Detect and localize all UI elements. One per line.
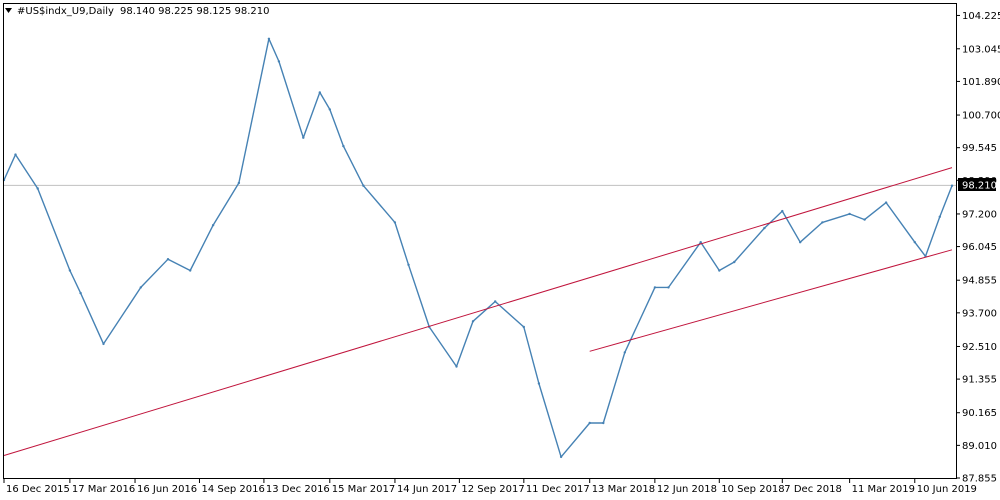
- time-tick-label: 16 Jun 2016: [137, 484, 197, 495]
- price-point: [237, 181, 241, 185]
- price-tick-label: 96.045: [962, 242, 997, 253]
- channel-line-2[interactable]: [589, 249, 953, 352]
- price-point: [277, 60, 281, 63]
- price-point: [623, 351, 626, 354]
- price-point: [189, 269, 192, 272]
- price-point: [362, 184, 365, 187]
- current-price-label-text: 98.210: [962, 181, 997, 192]
- price-point: [522, 325, 525, 329]
- time-tick-label: 17 Mar 2016: [72, 484, 135, 495]
- time-axis: 16 Dec 2015 17 Mar 2016 16 Jun 2016 14 Sep …: [3, 478, 977, 495]
- price-point: [848, 212, 851, 216]
- current-price-label-bg: [958, 178, 996, 191]
- price-point: [342, 144, 345, 148]
- price-tick-label: 103.045: [962, 44, 1000, 55]
- price-series-line: [3, 38, 953, 458]
- price-point: [950, 184, 954, 187]
- current-price-label: 98.210: [958, 178, 997, 192]
- price-point: [588, 421, 591, 425]
- symbol-title: #US$indx_U9,Daily: [17, 6, 114, 17]
- time-tick-label: 13 Dec 2016: [266, 484, 330, 495]
- time-tick-label: 14 Sep 2016: [201, 484, 264, 495]
- price-tick-label: 99.545: [962, 143, 997, 154]
- price-point: [318, 91, 321, 94]
- price-point: [302, 136, 305, 139]
- price-point: [913, 241, 916, 244]
- time-tick-label: 10 Sep 2018: [721, 484, 784, 495]
- time-tick-label: 10 Jun 2019: [917, 484, 977, 495]
- price-point: [79, 291, 82, 295]
- price-tick-label: 92.510: [962, 342, 997, 353]
- price-point: [537, 382, 541, 385]
- price-point: [211, 224, 215, 227]
- time-tick-label: 11 Dec 2017: [526, 484, 590, 495]
- ohlc-values: 98.140 98.225 98.125 98.210: [120, 6, 270, 17]
- price-point: [393, 221, 397, 224]
- price-point: [407, 263, 410, 266]
- price-point: [166, 258, 170, 261]
- price-point: [938, 215, 941, 218]
- time-tick-label: 15 Mar 2017: [332, 484, 395, 495]
- price-tick-label: 97.200: [962, 209, 997, 220]
- price-point: [733, 260, 736, 264]
- price-point: [763, 226, 766, 230]
- price-point: [267, 37, 271, 40]
- price-point: [68, 269, 72, 272]
- price-tick-label: 89.010: [962, 441, 997, 452]
- time-tick-label: 12 Jun 2018: [657, 484, 717, 495]
- time-tick-label: 16 Dec 2015: [6, 484, 70, 495]
- price-tick-label: 93.700: [962, 308, 997, 319]
- price-point: [559, 455, 563, 459]
- plot-area[interactable]: [2, 37, 956, 459]
- price-point: [139, 286, 142, 289]
- price-tick-label: 100.700: [962, 111, 1000, 122]
- price-point: [471, 320, 475, 323]
- price-tick-label: 87.855: [962, 474, 997, 485]
- price-point: [494, 300, 497, 303]
- price-point: [36, 187, 39, 190]
- price-point: [799, 241, 802, 244]
- time-tick-label: 12 Sep 2017: [461, 484, 524, 495]
- price-point: [781, 209, 784, 213]
- price-point: [455, 365, 458, 368]
- price-tick-label: 90.165: [962, 408, 997, 419]
- price-point: [667, 286, 670, 289]
- price-tick-label: 94.855: [962, 276, 997, 287]
- price-point: [699, 241, 702, 244]
- price-point: [821, 221, 824, 224]
- triangle-down-icon: [5, 8, 12, 13]
- time-tick-label: 11 Mar 2019: [852, 484, 915, 495]
- price-tick-label: 91.355: [962, 375, 997, 386]
- price-tick-label: 104.225: [962, 11, 1000, 22]
- channel-line-1[interactable]: [3, 167, 953, 456]
- price-point: [602, 421, 605, 425]
- chart-header: #US$indx_U9,Daily 98.140 98.225 98.125 9…: [5, 6, 270, 17]
- time-tick-label: 14 Jun 2017: [397, 484, 457, 495]
- time-tick-label: 7 Dec 2018: [784, 484, 842, 495]
- price-axis: 104.225103.045101.890100.70099.54598.390…: [956, 11, 1000, 485]
- price-point: [102, 342, 105, 346]
- price-point: [718, 269, 721, 272]
- price-point: [863, 218, 866, 221]
- price-point: [328, 108, 331, 111]
- price-point: [14, 153, 17, 156]
- time-tick-label: 13 Mar 2018: [592, 484, 655, 495]
- price-point: [653, 286, 657, 289]
- price-tick-label: 101.890: [962, 77, 1000, 88]
- price-point: [884, 201, 888, 204]
